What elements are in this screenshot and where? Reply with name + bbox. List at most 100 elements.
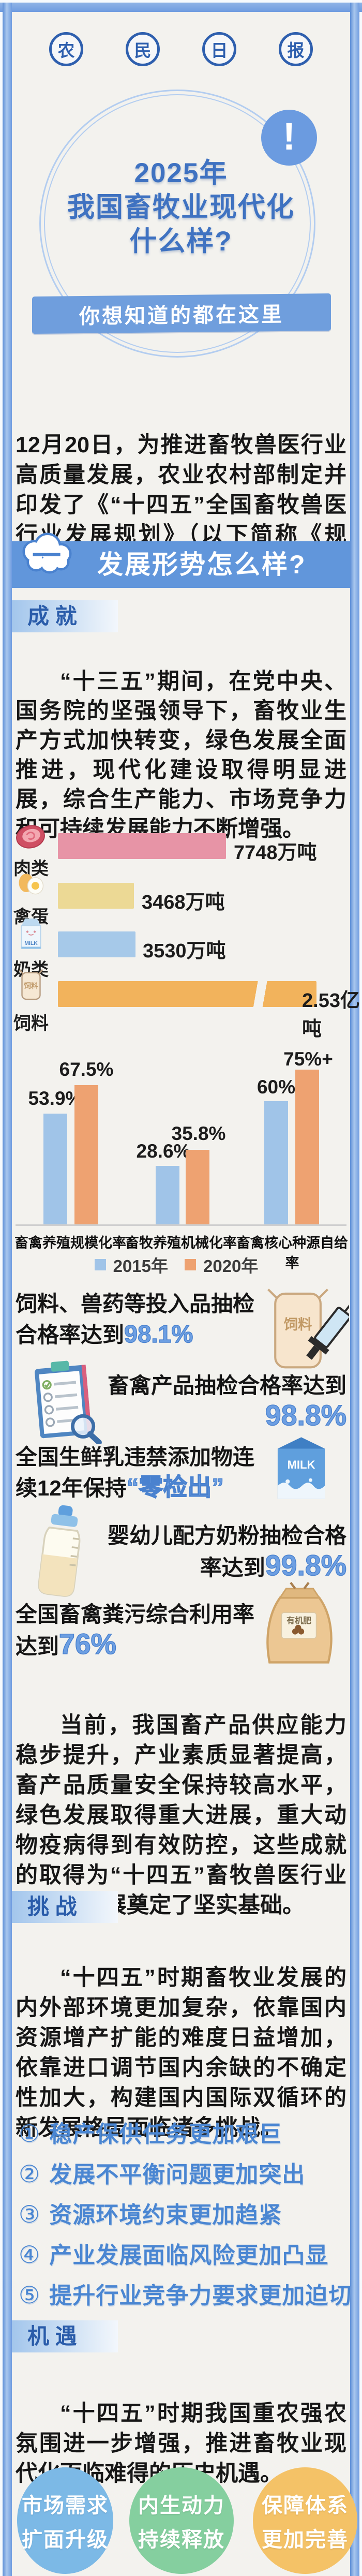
column-2020 [186, 1150, 209, 1225]
fact-product-pass: 畜禽产品抽检合格率达到98.8% [106, 1371, 347, 1432]
section-number: 一 [32, 539, 61, 572]
fact-text: 全国生鲜乳违禁添加物连续12年保持 [16, 1445, 255, 1501]
masthead-char: 农 [57, 41, 75, 60]
chart-legend: 2015年 2020年 [0, 1252, 362, 1277]
frame-left [3, 3, 12, 2576]
milk-carton-icon: MILK [21, 918, 41, 949]
feed-label: 饲料 [283, 1316, 312, 1332]
cloud-icon [22, 532, 72, 574]
fact-number: “零检出” [126, 1473, 224, 1502]
masthead-char: 报 [287, 41, 305, 60]
masthead-char: 日 [210, 41, 228, 60]
feed-sack-icon: 饲料 [19, 969, 43, 1000]
challenges-paragraph: “十四五”时期畜牧业发展的内外部环境更加复杂，依靠国内资源增产扩能的难度日益增加… [16, 1965, 346, 2140]
challenge-number: ⑤ [19, 2282, 40, 2308]
legend-label-2015: 2015年 [113, 1256, 168, 1276]
column-value-label: 60% [257, 1076, 296, 1098]
subtitle-ribbon: 你想知道的都在这里 [32, 293, 331, 334]
milk-label: MILK [24, 941, 38, 946]
masthead-seal: 日 [202, 32, 236, 66]
column-category-label: 畜禽核心种源自给率 [236, 1235, 348, 1271]
bar-value-label: 2.53亿吨 [302, 990, 360, 1040]
challenge-item: ⑤ 提升行业竞争力要求更加迫切 [19, 2277, 352, 2310]
frame-right [350, 3, 359, 2576]
legend-swatch-2020 [185, 1259, 196, 1270]
column-value-label: 67.5% [59, 1059, 114, 1080]
fact-feed-drug: 饲料、兽药等投入品抽检合格率达到98.1% [16, 1290, 267, 1351]
frame-edge-right [359, 0, 362, 2576]
hero-ellipse-ring [39, 90, 315, 358]
bar-meat [58, 833, 226, 859]
milk-carton-blue-icon: MILK [277, 1437, 325, 1499]
column-value-label: 28.6% [136, 1141, 191, 1162]
frame-edge-left [0, 0, 3, 2576]
column-2020 [295, 1070, 319, 1225]
column-category-label: 畜禽养殖规模化率 [14, 1235, 126, 1251]
frame-top [0, 3, 362, 12]
masthead: 农 民 日 报 [0, 32, 362, 66]
milk-label: MILK [288, 1458, 315, 1471]
achievements-header: 成 就 [12, 600, 118, 632]
masthead-seal: 农 [49, 32, 83, 66]
bar-eggs [58, 883, 134, 909]
frame-edge-top [0, 0, 362, 3]
fact-text: 婴幼儿配方奶粉抽检合格率达到 [107, 1523, 346, 1580]
challenge-number: ③ [19, 2201, 40, 2228]
column-2015 [156, 1166, 179, 1225]
achievements-paragraph: “十三五”期间，在党中央、国务院的坚强领导下，畜牧业生产方式加快转变，绿色发展全… [16, 669, 346, 841]
challenges-header: 挑 战 [12, 1891, 118, 1923]
column-category-label: 畜牧养殖机械化率 [125, 1235, 237, 1251]
challenge-item: ① 稳产保供任务更加艰巨 [19, 2115, 282, 2149]
challenge-number: ① [19, 2120, 40, 2147]
bubble-line: 持续释放 [138, 2528, 225, 2551]
column-2020 [74, 1085, 98, 1225]
legend-swatch-2015 [94, 1259, 106, 1270]
challenge-item: ② 发展不平衡问题更加突出 [19, 2156, 305, 2189]
legend-label-2020: 2020年 [203, 1256, 259, 1276]
opportunities-header: 机 遇 [12, 2320, 118, 2352]
chart-baseline [16, 1224, 346, 1226]
fact-number: 98.8% [265, 1399, 347, 1432]
opportunity-bubble-system: 保障体系 更加完善 [253, 2467, 357, 2574]
fact-formula-milk: 婴幼儿配方奶粉抽检合格率达到99.8% [106, 1521, 347, 1582]
challenge-item: ③ 资源环境约束更加趋紧 [19, 2196, 282, 2229]
fact-number: 98.1% [124, 1320, 193, 1349]
bar-feed-broken [58, 981, 316, 1007]
achievements-closing-paragraph: 当前，我国畜产品供应能力稳步提升，产业素质显著提高，畜产品质量安全保持较高水平，… [16, 1713, 346, 1918]
bubble-line: 内生动力 [138, 2494, 225, 2517]
challenge-text: 产业发展面临风险更加凸显 [49, 2243, 329, 2268]
clipboard-check-icon [35, 1360, 102, 1444]
bubble-line: 扩面升级 [22, 2528, 109, 2551]
bubble-line: 保障体系 [262, 2494, 349, 2517]
fact-number: 99.8% [265, 1549, 347, 1582]
fact-text: 畜禽产品抽检合格率达到 [107, 1373, 346, 1398]
bar-value-label: 3530万吨 [143, 940, 226, 962]
column-2015 [43, 1114, 67, 1225]
masthead-seal: 民 [126, 32, 160, 66]
fact-text: 饲料、兽药等投入品抽检合格率达到 [16, 1292, 255, 1348]
bar-milk [58, 931, 135, 957]
page-title: 2025年 我国畜牧业现代化 什么样? [0, 156, 362, 259]
exclamation-icon: ! [261, 110, 317, 166]
bubble-line: 市场需求 [22, 2494, 109, 2517]
egg-icon [19, 874, 44, 895]
opportunity-bubble-momentum: 内生动力 持续释放 [129, 2467, 234, 2574]
page-title-line: 什么样? [129, 226, 233, 257]
challenge-item: ④ 产业发展面临风险更加凸显 [19, 2237, 328, 2270]
baby-bottle-icon [38, 1505, 81, 1597]
column-value-label: 35.8% [171, 1123, 226, 1144]
bar-category-label: 饲料 [13, 1014, 49, 1033]
feed-label: 饲料 [23, 982, 38, 990]
column-2015 [264, 1101, 288, 1225]
column-value-label: 75%+ [283, 1048, 333, 1070]
masthead-seal: 报 [279, 32, 313, 66]
fact-raw-milk: 全国生鲜乳违禁添加物连续12年保持“零检出” [16, 1443, 267, 1504]
opportunity-bubble-market: 市场需求 扩面升级 [17, 2467, 113, 2574]
fertilizer-label: 有机肥 [286, 1616, 311, 1625]
fertilizer-bag-icon: 有机肥 [266, 1581, 333, 1664]
subtitle-text: 你想知道的都在这里 [79, 303, 284, 329]
section-title: 发展形势怎么样? [97, 550, 307, 579]
bar-value-label: 3468万吨 [142, 892, 225, 913]
fact-number: 76% [58, 1628, 116, 1661]
